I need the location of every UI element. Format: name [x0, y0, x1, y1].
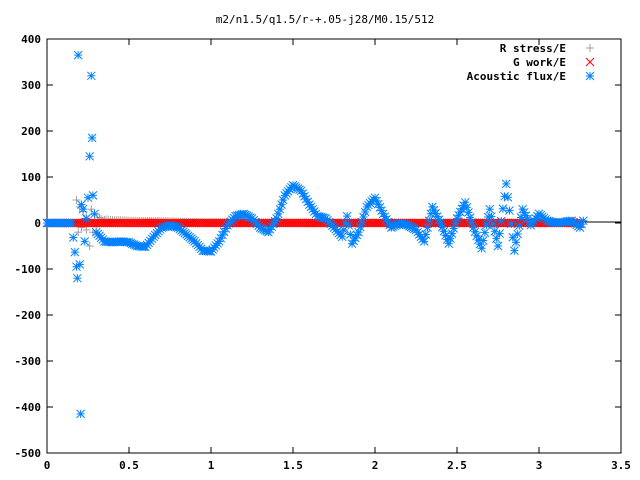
x-tick-label: 2.5 [447, 459, 467, 472]
data-point [70, 247, 80, 257]
data-point [465, 213, 475, 222]
data-point [496, 216, 506, 226]
data-point [508, 232, 518, 242]
data-point [357, 217, 367, 227]
data-point [498, 204, 508, 214]
data-point [72, 273, 82, 283]
y-tick-label: -500 [15, 447, 42, 460]
data-point [478, 236, 488, 245]
data-point [493, 241, 503, 251]
data-point [462, 203, 472, 212]
y-tick-label: 400 [21, 33, 41, 46]
data-point [67, 218, 76, 228]
data-point [477, 243, 486, 253]
data-point [419, 237, 429, 246]
data-point [501, 179, 511, 189]
data-point [80, 237, 90, 246]
legend-marker [585, 57, 595, 67]
legend-marker [585, 71, 595, 81]
data-point [421, 230, 431, 239]
data-point [514, 221, 524, 231]
data-point [488, 219, 498, 229]
x-tick-label: 3.5 [611, 459, 631, 472]
data-point [87, 205, 96, 214]
data-point [495, 229, 504, 238]
x-tick-label: 1 [208, 459, 215, 472]
data-point [355, 222, 365, 232]
y-tick-label: 0 [34, 217, 41, 230]
data-point [451, 219, 460, 228]
data-point [76, 409, 85, 419]
data-point [78, 204, 88, 214]
y-tick-label: -400 [15, 401, 42, 414]
data-point [511, 237, 521, 247]
x-tick-label: 0 [44, 459, 51, 472]
data-point [72, 196, 81, 204]
data-point [87, 133, 97, 143]
legend-label: G work/E [513, 56, 566, 69]
data-point [485, 204, 495, 214]
data-point [513, 229, 523, 239]
data-point [480, 228, 490, 238]
data-point [449, 224, 459, 233]
data-point [86, 71, 96, 81]
x-tick-label: 2 [372, 459, 379, 472]
x-tick-label: 1.5 [283, 459, 303, 472]
data-point [360, 207, 370, 217]
data-point [506, 219, 516, 229]
data-point [85, 242, 94, 250]
data-point [359, 212, 368, 222]
data-point [423, 223, 432, 232]
y-tick-label: -200 [15, 309, 42, 322]
data-point [467, 218, 477, 227]
legend-label: Acoustic flux/E [467, 70, 566, 83]
data-point [464, 208, 473, 217]
data-point [273, 209, 283, 219]
data-point [444, 239, 454, 249]
data-point [487, 212, 496, 221]
data-point [83, 193, 93, 203]
data-point [578, 216, 588, 226]
y-tick-label: -100 [15, 263, 42, 276]
data-point [510, 246, 519, 255]
data-point [354, 227, 363, 237]
series-2 [42, 50, 588, 419]
data-point [344, 220, 354, 230]
data-point [88, 191, 98, 200]
data-point [424, 216, 434, 226]
data-point [446, 234, 455, 243]
y-tick-label: 100 [21, 171, 41, 184]
y-tick-label: 300 [21, 79, 41, 92]
data-point [277, 200, 286, 209]
data-point [447, 229, 457, 238]
y-tick-label: 200 [21, 125, 41, 138]
x-tick-label: 0.5 [119, 459, 139, 472]
data-point [90, 209, 99, 219]
data-point [342, 211, 352, 221]
data-point [219, 227, 229, 237]
data-point [339, 225, 349, 235]
data-point [503, 192, 513, 202]
data-point [74, 228, 83, 237]
data-point [75, 260, 85, 269]
data-points [42, 50, 588, 419]
legend-label: R stress/E [500, 42, 566, 55]
legend-marker [586, 44, 594, 52]
chart-title: m2/n1.5/q1.5/r-+.05-j28/M0.15/512 [216, 13, 435, 26]
y-tick-label: -300 [15, 355, 42, 368]
data-point [82, 214, 91, 223]
plot-frame [46, 38, 622, 454]
data-point [460, 197, 470, 207]
data-point [337, 232, 347, 242]
data-point [85, 151, 94, 161]
data-point [505, 206, 514, 215]
data-point [275, 204, 285, 214]
x-tick-label: 3 [536, 459, 543, 472]
data-point [68, 233, 78, 242]
data-point [73, 50, 83, 60]
data-point [492, 234, 501, 243]
